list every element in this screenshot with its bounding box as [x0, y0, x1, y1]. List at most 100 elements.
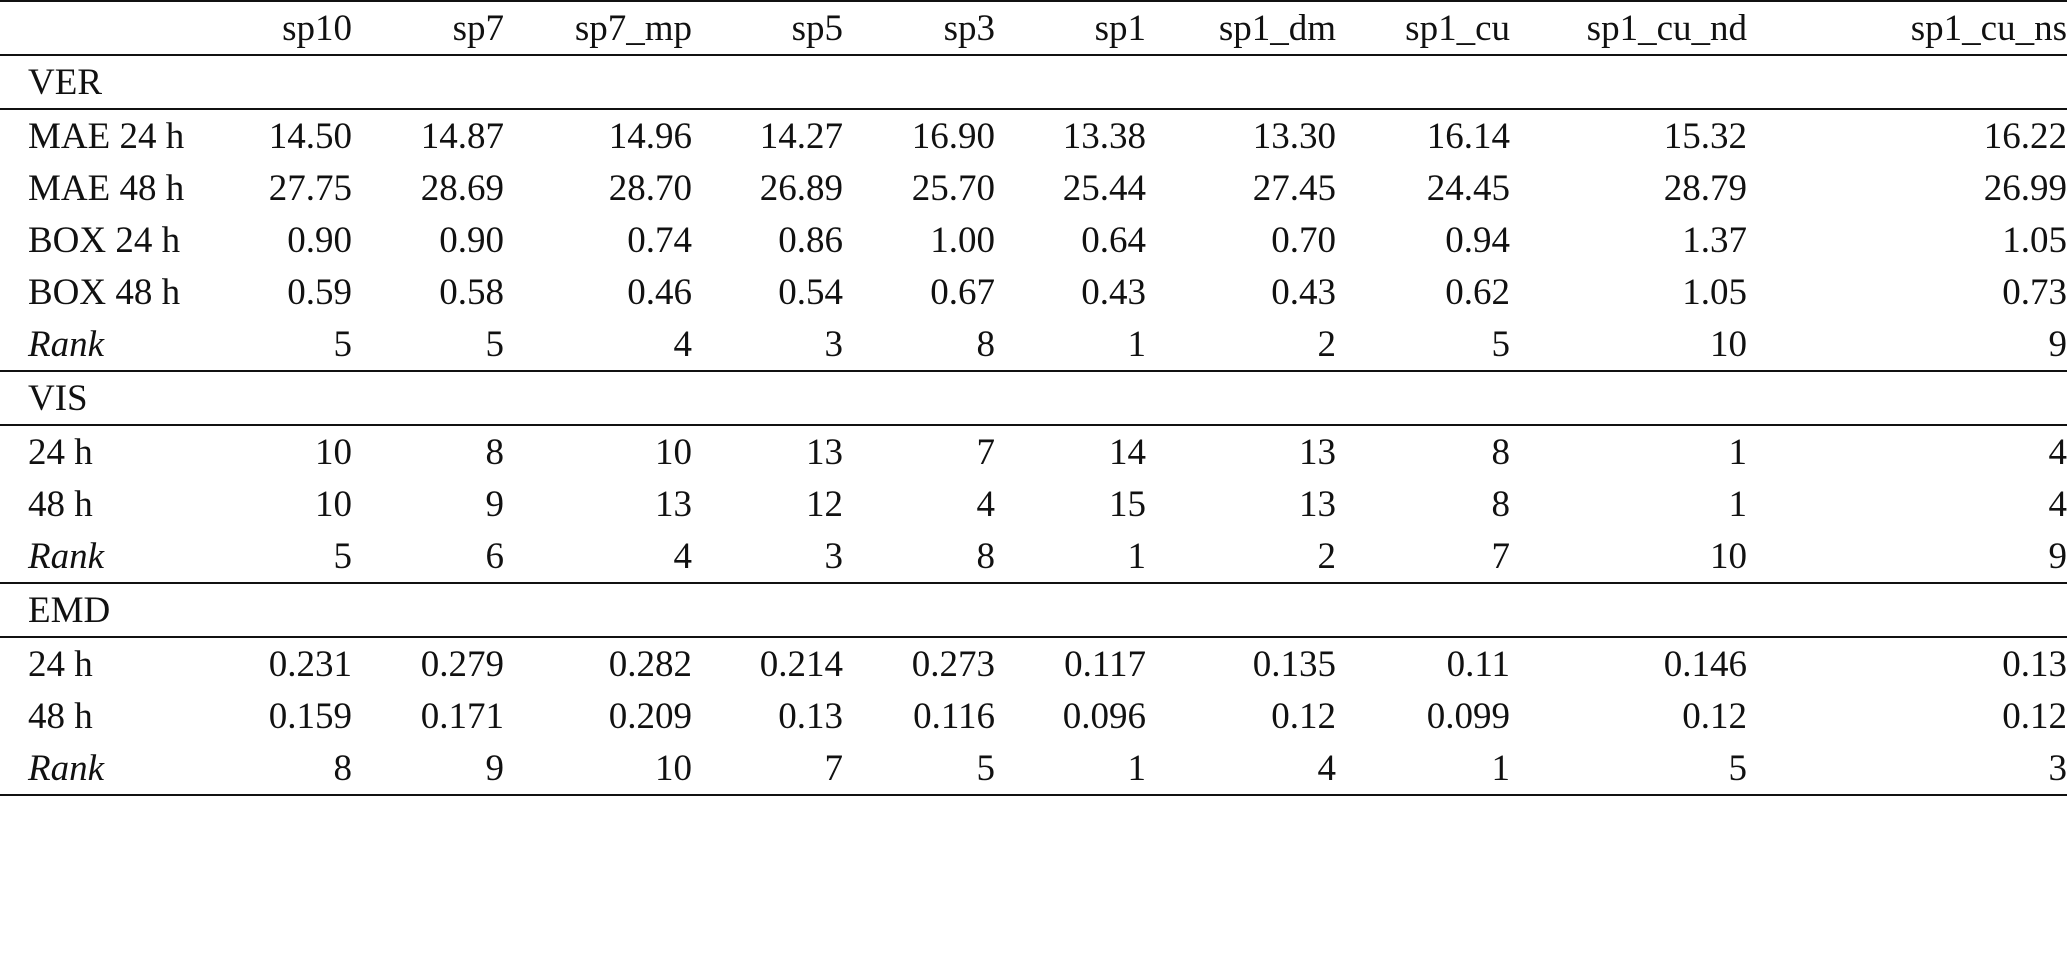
table-cell: 12 — [806, 483, 843, 525]
table-row: Rank 5 5 4 3 8 1 2 5 10 9 — [0, 318, 2067, 371]
table-cell: 0.43 — [1271, 271, 1336, 313]
table-cell: 3 — [1747, 742, 2067, 796]
table-row: MAE 48 h 27.75 28.69 28.70 26.89 25.70 25.44 27… — [0, 162, 2067, 214]
table-cell: 0.11 — [1446, 643, 1510, 685]
table-cell: 13 — [1299, 483, 1336, 525]
table-cell: 13 — [1299, 431, 1336, 473]
table-cell: 9 — [2048, 535, 2067, 577]
table-cell: 4 — [2048, 483, 2067, 525]
table-cell: 16.90 — [911, 115, 995, 157]
table-cell: 10 — [315, 431, 352, 473]
table-cell: 1.37 — [1682, 219, 1747, 261]
table-cell: 24.45 — [1426, 167, 1510, 209]
table-cell: 14.27 — [759, 115, 843, 157]
table-cell: 0.90 — [439, 219, 504, 261]
table-cell: 14.96 — [608, 115, 692, 157]
table-cell: 0.282 — [608, 643, 692, 685]
table-cell: 0.096 — [1062, 695, 1146, 737]
section-header-row: VIS — [0, 370, 2067, 426]
table-row: 48 h 0.159 0.171 0.209 0.13 0.116 0.096 0.12 0.0… — [0, 690, 2067, 742]
table-cell: 3 — [824, 535, 844, 577]
row-label: Rank — [0, 742, 210, 796]
table-cell: 1.05 — [1682, 271, 1747, 313]
table-cell: 0.231 — [268, 643, 352, 685]
table-cell: 9 — [485, 483, 505, 525]
table-row: BOX 48 h 0.59 0.58 0.46 0.54 0.67 0.43 0.43 0.62… — [0, 266, 2067, 318]
table-cell: 1.00 — [930, 219, 995, 261]
table-cell: 10 — [1710, 323, 1747, 365]
table-cell: 14 — [1109, 431, 1146, 473]
table-cell: 16.14 — [1426, 115, 1510, 157]
table-cell: 0.146 — [1663, 643, 1747, 685]
table-cell: 0.59 — [287, 271, 352, 313]
table-cell: 0.13 — [2002, 643, 2067, 685]
table-cell: 16.22 — [1983, 115, 2067, 157]
table-cell: 0.62 — [1445, 271, 1510, 313]
table-cell: 10 — [655, 431, 692, 473]
table-cell: 0.43 — [1081, 271, 1146, 313]
table-row: Rank 5 6 4 3 8 1 2 7 10 9 — [0, 530, 2067, 583]
table-cell: 0.279 — [420, 643, 504, 685]
table-cell: 0.12 — [1682, 695, 1747, 737]
column-header-sp7: sp7 — [352, 0, 504, 55]
table-cell: 0.159 — [268, 695, 352, 737]
table-cell: 0.46 — [627, 271, 692, 313]
table-cell: 0.58 — [439, 271, 504, 313]
table-cell: 27.45 — [1252, 167, 1336, 209]
table-cell: 14.50 — [268, 115, 352, 157]
row-label: 24 h — [28, 643, 93, 685]
table-cell: 0.12 — [1271, 695, 1336, 737]
table-cell: 5 — [1510, 742, 1747, 796]
table-body: VER MAE 24 h 14.50 14.87 14.96 14.27 16.90 13.3… — [0, 54, 2067, 796]
table-cell: 25.70 — [911, 167, 995, 209]
table-cell: 1 — [995, 742, 1146, 796]
table-cell: 4 — [2048, 431, 2067, 473]
table-cell: 25.44 — [1062, 167, 1146, 209]
row-label: 48 h — [28, 483, 93, 525]
table-row: 24 h 10 8 10 13 7 14 13 8 1 4 — [0, 425, 2067, 478]
table-cell: 0.12 — [2002, 695, 2067, 737]
table-row: MAE 24 h 14.50 14.87 14.96 14.27 16.90 13.38 13… — [0, 109, 2067, 162]
table-cell: 0.90 — [287, 219, 352, 261]
table-cell: 26.89 — [759, 167, 843, 209]
table-cell: 4 — [976, 483, 996, 525]
table-cell: 3 — [824, 323, 844, 365]
column-header-sp1: sp1 — [995, 0, 1146, 55]
table-row: 48 h 10 9 13 12 4 15 13 8 1 4 — [0, 478, 2067, 530]
section-title: VIS — [0, 370, 2067, 426]
table-cell: 1 — [1127, 535, 1147, 577]
table-cell: 6 — [485, 535, 505, 577]
table-cell: 1.05 — [2002, 219, 2067, 261]
table-cell: 0.70 — [1271, 219, 1336, 261]
table-cell: 9 — [2048, 323, 2067, 365]
table-cell: 8 — [1491, 483, 1511, 525]
column-header-sp1-cu-ns: sp1_cu_ns — [1747, 0, 2067, 55]
table-cell: 13.30 — [1252, 115, 1336, 157]
table-cell: 10 — [315, 483, 352, 525]
table-cell: 1 — [1728, 483, 1748, 525]
table-cell: 0.94 — [1445, 219, 1510, 261]
table-cell: 7 — [692, 742, 843, 796]
table-cell: 2 — [1317, 323, 1337, 365]
table-cell: 4 — [673, 323, 693, 365]
table-cell: 1 — [1127, 323, 1147, 365]
table-cell: 0.099 — [1426, 695, 1510, 737]
table-cell: 15.32 — [1663, 115, 1747, 157]
table-cell: 2 — [1317, 535, 1337, 577]
row-label: 24 h — [28, 431, 93, 473]
table-row: Rank 8 9 10 7 5 1 4 1 5 3 — [0, 742, 2067, 796]
row-label: BOX 24 h — [28, 219, 181, 261]
table-cell: 0.74 — [627, 219, 692, 261]
table-cell: 28.79 — [1663, 167, 1747, 209]
table-cell: 4 — [673, 535, 693, 577]
table-cell: 27.75 — [268, 167, 352, 209]
table-cell: 8 — [210, 742, 352, 796]
table-cell: 0.209 — [608, 695, 692, 737]
table-cell: 9 — [352, 742, 504, 796]
table-cell: 1 — [1728, 431, 1748, 473]
column-header-blank — [0, 0, 210, 55]
table-cell: 8 — [1491, 431, 1511, 473]
table-cell: 7 — [1491, 535, 1511, 577]
table-row: BOX 24 h 0.90 0.90 0.74 0.86 1.00 0.64 0.70 0.94… — [0, 214, 2067, 266]
table-cell: 15 — [1109, 483, 1146, 525]
